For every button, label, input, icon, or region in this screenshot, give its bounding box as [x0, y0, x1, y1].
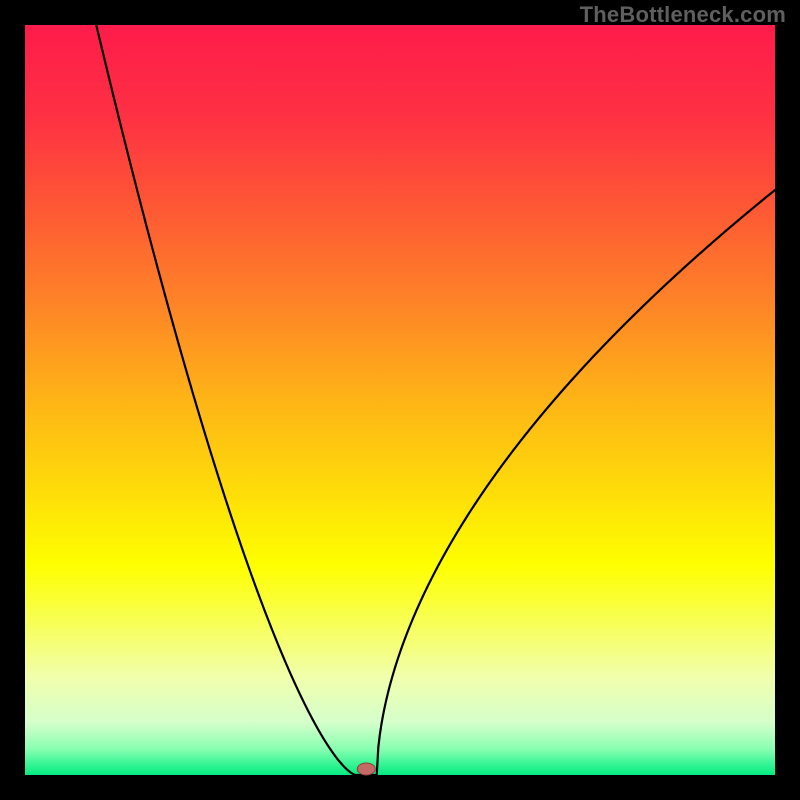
chart-stage: TheBottleneck.com [0, 0, 800, 800]
bottleneck-chart [0, 0, 800, 800]
gradient-background [25, 25, 775, 775]
optimal-point-marker [357, 763, 375, 775]
watermark-text: TheBottleneck.com [580, 2, 786, 28]
